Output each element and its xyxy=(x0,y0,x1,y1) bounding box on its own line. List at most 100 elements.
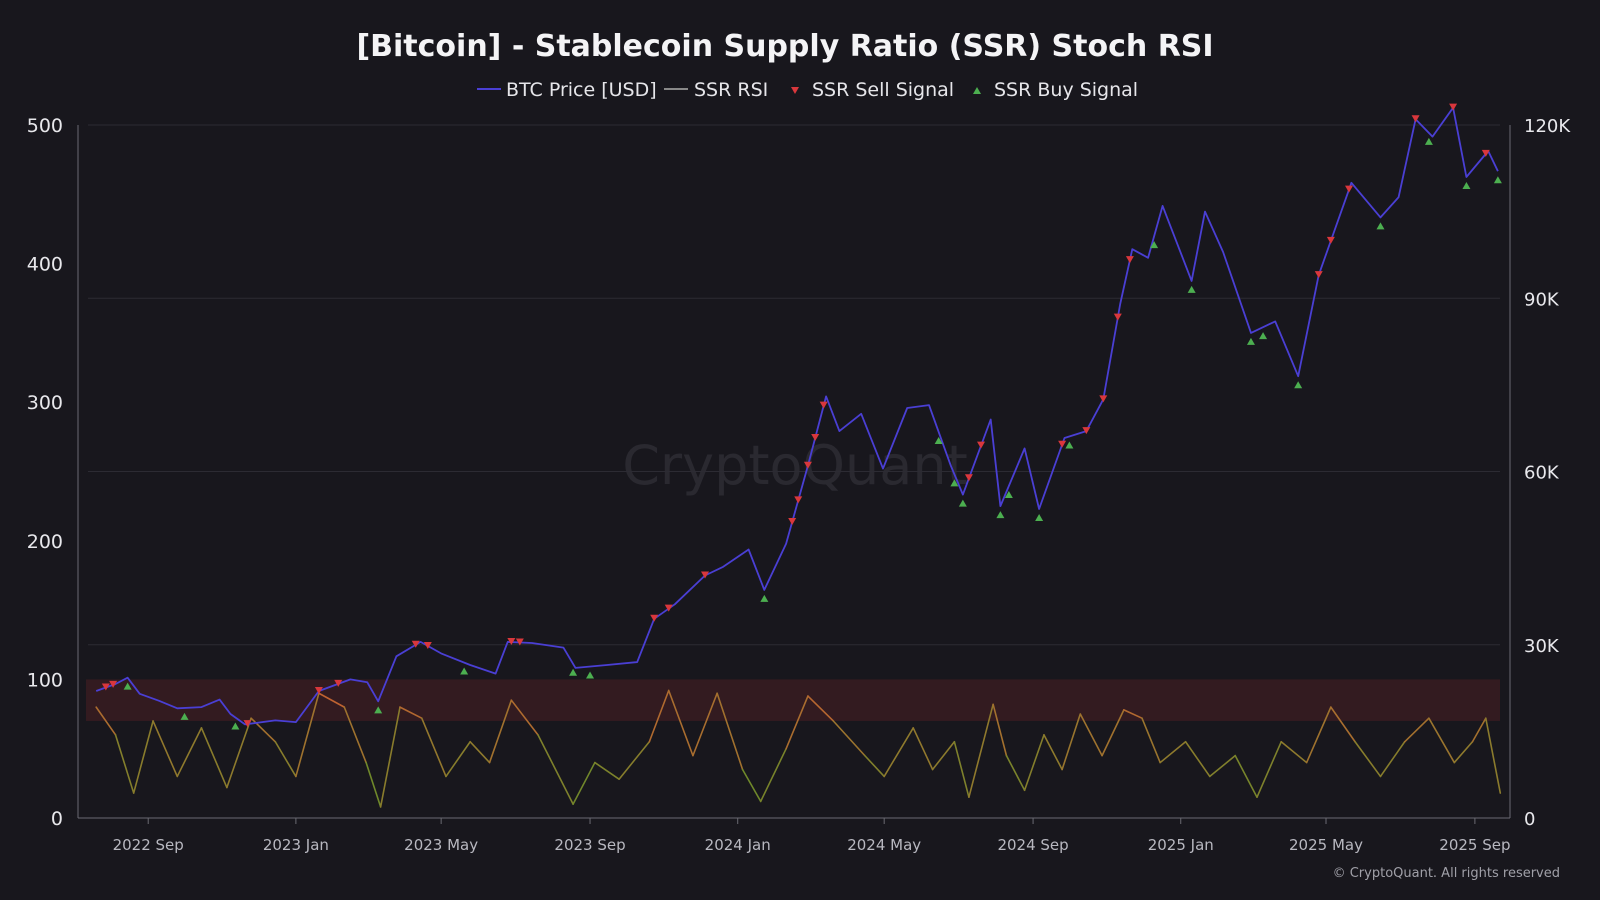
rsi-segment xyxy=(365,761,382,808)
rsi-segment xyxy=(1403,717,1430,743)
rsi-segment xyxy=(1159,740,1187,764)
buy-signal-marker xyxy=(1424,137,1433,145)
rsi-segment xyxy=(864,754,885,778)
rsi-segment xyxy=(648,689,670,743)
buy-signal-marker xyxy=(180,712,189,720)
buy-signal-marker xyxy=(1376,222,1385,230)
rsi-segment xyxy=(114,734,135,794)
rsi-segment xyxy=(1330,706,1356,743)
right-tick-label: 60K xyxy=(1524,463,1560,484)
rsi-segment xyxy=(95,706,117,736)
ssr-rsi-series xyxy=(95,689,1502,808)
sell-signal-marker xyxy=(1411,115,1420,123)
buy-signal-marker xyxy=(123,682,132,690)
rsi-segment xyxy=(692,692,718,757)
buy-signal-marker xyxy=(586,671,595,679)
rsi-segment xyxy=(785,695,809,750)
x-tick-label: 2022 Sep xyxy=(113,836,184,854)
btc-price-line xyxy=(95,106,1499,726)
rsi-segment xyxy=(1428,717,1456,764)
rsi-segment xyxy=(274,740,297,778)
rsi-segment xyxy=(1379,740,1406,778)
x-tick-label: 2024 Jan xyxy=(705,836,771,854)
rsi-segment xyxy=(594,761,620,780)
rsi-segment xyxy=(152,720,179,778)
sell-signal-marker xyxy=(101,683,110,691)
rsi-segment xyxy=(1280,740,1308,764)
sell-signal-marker xyxy=(819,401,828,409)
sell-signal-marker xyxy=(811,434,820,442)
buy-signal-marker xyxy=(1150,241,1159,249)
buy-signal-marker xyxy=(1294,381,1303,389)
sell-signal-marker xyxy=(964,474,973,482)
rsi-segment xyxy=(992,703,1008,757)
rsi-segment xyxy=(1234,754,1258,799)
legend-label-sell-signal: SSR Sell Signal xyxy=(812,79,954,101)
sell-signal-marker xyxy=(1099,395,1108,403)
left-tick-label: 400 xyxy=(27,254,63,276)
x-tick-label: 2025 May xyxy=(1289,836,1363,854)
chart-title: [Bitcoin] - Stablecoin Supply Ratio (SSR… xyxy=(356,29,1213,64)
legend-label-ssr-rsi: SSR RSI xyxy=(694,79,768,101)
sell-signal-marker xyxy=(423,641,432,649)
sell-signal-marker xyxy=(109,680,118,688)
rsi-segment xyxy=(832,720,866,757)
rsi-segment xyxy=(572,761,596,805)
buy-signal-marker xyxy=(958,499,967,507)
buy-signal-marker xyxy=(934,437,943,445)
rsi-segment xyxy=(295,692,320,778)
buy-signal-marker xyxy=(569,668,578,676)
buy-signal-marker xyxy=(374,706,383,714)
rsi-segment xyxy=(510,699,539,736)
rsi-segment xyxy=(379,706,401,808)
watermark: CryptoQuant xyxy=(622,434,968,497)
rsi-segment xyxy=(1023,734,1045,792)
sell-signal-marker xyxy=(411,640,420,648)
rsi-segment xyxy=(1305,706,1332,764)
rsi-segment xyxy=(931,740,956,771)
x-tick-label: 2023 Sep xyxy=(554,836,625,854)
x-tick-label: 2025 Sep xyxy=(1439,836,1510,854)
rsi-segment xyxy=(883,727,915,778)
sell-signal-marker xyxy=(507,638,516,646)
buy-signal-marker xyxy=(1035,514,1044,522)
rsi-segment xyxy=(445,740,471,778)
rsi-segment xyxy=(1005,754,1026,792)
legend-label-buy-signal: SSR Buy Signal xyxy=(994,79,1138,101)
sell-signal-marker xyxy=(1058,440,1067,448)
sell-signal-marker xyxy=(794,496,803,504)
rsi-segment xyxy=(176,727,203,778)
legend-marker-buy-signal xyxy=(973,87,981,94)
rsi-segment xyxy=(226,717,252,789)
legend-marker-sell-signal xyxy=(791,87,799,94)
rsi-segment xyxy=(1141,717,1161,764)
buy-signal-marker xyxy=(1246,337,1255,345)
buy-signal-marker xyxy=(950,479,959,487)
sell-signal-marker xyxy=(650,614,659,622)
rsi-segment xyxy=(537,734,574,805)
x-tick-label: 2024 May xyxy=(847,836,921,854)
rsi-segment xyxy=(1209,754,1237,778)
left-tick-label: 500 xyxy=(27,115,63,137)
rsi-segment xyxy=(1484,717,1502,794)
rsi-segment xyxy=(912,727,934,771)
rsi-segment xyxy=(1079,713,1103,757)
left-tick-label: 200 xyxy=(27,531,63,553)
sell-signal-marker xyxy=(1082,427,1091,435)
overbought-band xyxy=(86,679,1500,721)
rsi-segment xyxy=(469,740,491,764)
sell-signal-marker xyxy=(664,604,673,612)
buy-signal-marker xyxy=(760,594,769,602)
sell-signal-marker xyxy=(977,441,986,449)
right-tick-label: 30K xyxy=(1524,636,1560,657)
sell-signal-marker xyxy=(1326,236,1335,244)
buy-signal-marker xyxy=(1462,181,1471,189)
rsi-segment xyxy=(953,740,970,799)
rsi-segment xyxy=(968,703,994,799)
grid-lines xyxy=(88,124,1500,646)
rsi-segment xyxy=(1256,740,1283,799)
chart-legend: BTC Price [USD] SSR RSI SSR Sell Signal … xyxy=(477,79,1138,101)
x-tick-label: 2024 Sep xyxy=(997,836,1068,854)
buy-signal-marker xyxy=(460,667,469,675)
